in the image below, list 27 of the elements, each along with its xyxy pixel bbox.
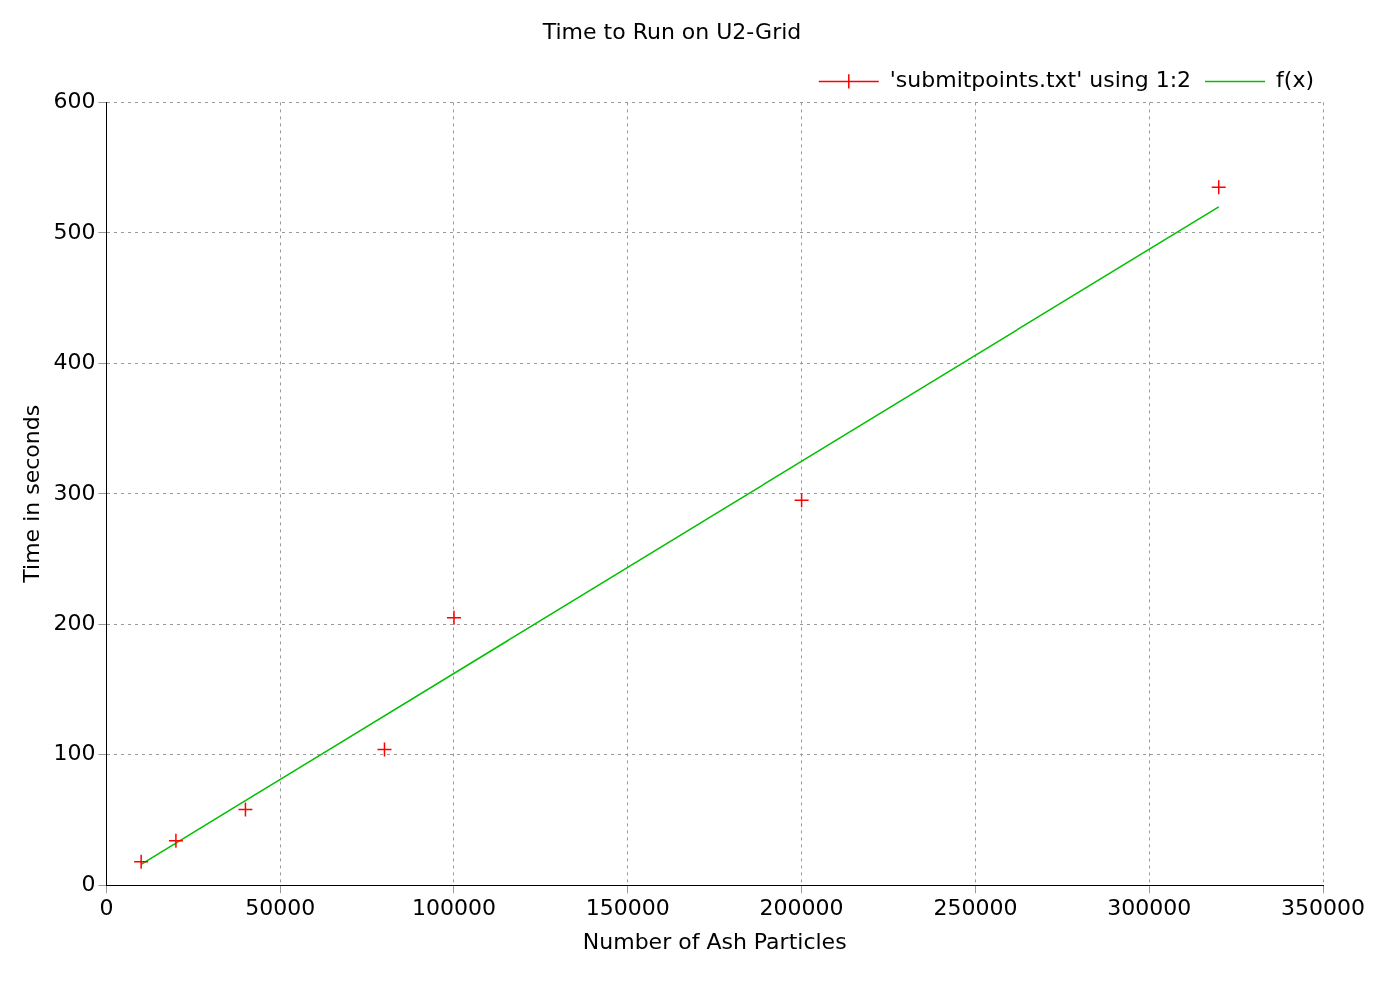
- legend-label: 'submitpoints.txt' using 1:2: [889, 67, 1192, 93]
- point: [446, 609, 462, 626]
- legend-label: f(x): [1276, 67, 1315, 93]
- y-tick-label: 400: [53, 349, 96, 375]
- y-tick-label: 100: [53, 740, 96, 766]
- y-tick-label: 300: [53, 479, 96, 505]
- x-tick-label: 150000: [585, 895, 670, 921]
- x-tick-label: 300000: [1107, 895, 1192, 921]
- x-tick-label: 0: [99, 895, 114, 921]
- chart-title: Time to Run on U2-Grid: [541, 18, 802, 44]
- y-axis-title: Time in seconds: [18, 404, 44, 584]
- point: [168, 833, 184, 849]
- point: [1210, 179, 1227, 195]
- y-tick-label: 0: [81, 870, 96, 896]
- point: [793, 492, 810, 509]
- point: [237, 801, 254, 818]
- x-tick-label: 100000: [412, 895, 496, 921]
- x-tick-label: 50000: [245, 895, 316, 921]
- y-tick-label: 600: [53, 88, 96, 114]
- x-tick-label: 350000: [1281, 895, 1365, 921]
- point: [133, 853, 149, 870]
- y-tick-label: 500: [53, 218, 96, 244]
- x-tick-label: 250000: [933, 895, 1018, 921]
- y-tick-label: 200: [53, 609, 96, 635]
- point: [376, 741, 393, 758]
- x-tick-label: 200000: [759, 895, 844, 921]
- x-axis-title: Number of Ash Particles: [582, 928, 847, 954]
